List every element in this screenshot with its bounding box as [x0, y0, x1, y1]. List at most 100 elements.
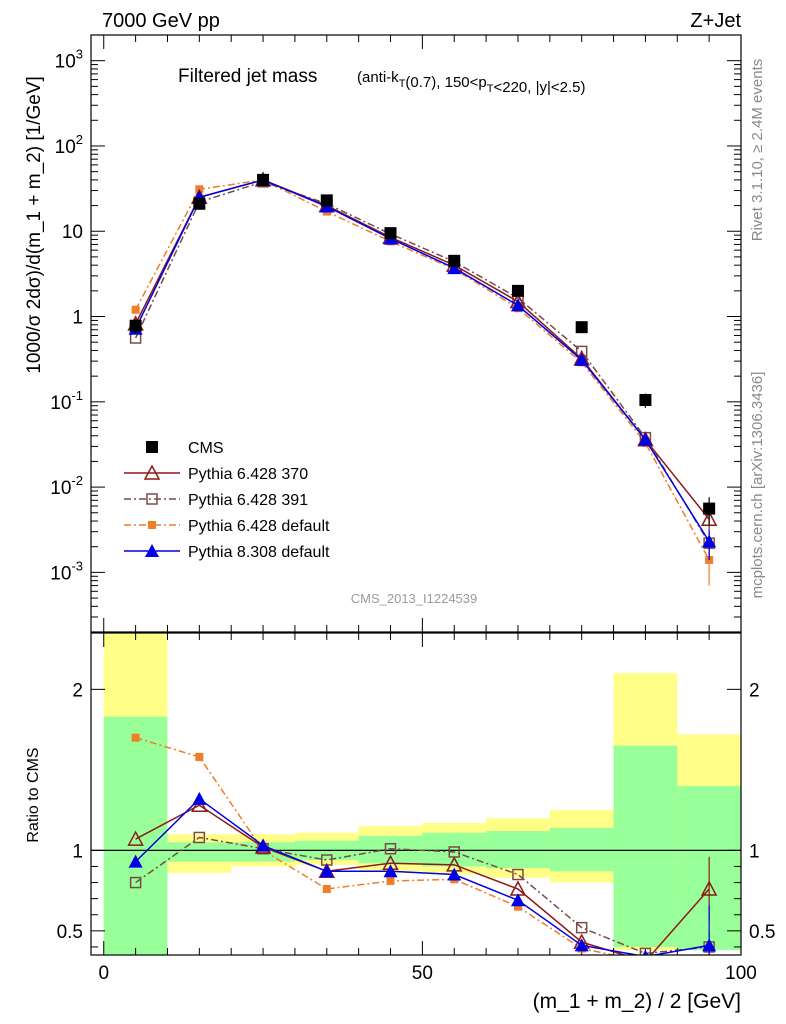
legend-entry: Pythia 6.428 391 [124, 492, 308, 509]
x-axis-label: (m_1 + m_2) / 2 [GeV] [533, 990, 741, 1013]
ratio-series-pythia-8-308-default [128, 791, 717, 955]
data-point [129, 319, 142, 332]
ratio-point [510, 893, 525, 907]
main-axes: 10-3 10-2 10-1 1 10 102 103 [50, 34, 742, 633]
legend-entry: Pythia 6.428 default [124, 518, 330, 535]
rivet-side-label: Rivet 3.1.10, ≥ 2.4M events [749, 59, 766, 242]
data-uncertainty-band-green [103, 716, 168, 955]
data-point [575, 321, 588, 334]
legend-entry: Pythia 6.428 370 [124, 464, 308, 483]
legend-marker [145, 544, 159, 557]
ratio-point [195, 752, 204, 761]
data-point [639, 394, 652, 407]
data-point [257, 173, 270, 186]
ratio-line [135, 836, 710, 955]
ratio-point [644, 952, 647, 955]
y-tick-label: 10 [62, 222, 83, 243]
x-tick-label: 50 [412, 963, 433, 984]
series-line [134, 179, 710, 542]
legend-label: Pythia 6.428 391 [188, 492, 308, 509]
ratio-series-group [127, 733, 718, 975]
ratio-point [512, 868, 524, 881]
ratio-point [386, 876, 395, 885]
y-tick-label: 102 [55, 132, 83, 158]
data-point [384, 227, 397, 240]
data-point [702, 534, 717, 548]
chart-title: Filtered jet mass [178, 66, 317, 87]
data-point [447, 261, 462, 275]
ratio-frame [90, 632, 742, 956]
ratio-point [702, 938, 717, 952]
data-uncertainty-band-green [549, 827, 614, 872]
legend-marker [146, 493, 158, 505]
ratio-point [131, 733, 140, 742]
legend: CMS Pythia 6.428 370 Pythia 6.428 391 Pythi… [124, 440, 330, 561]
ratio-line [135, 797, 710, 955]
ratio-point [574, 938, 589, 952]
energy-label: 7000 GeV pp [102, 10, 220, 32]
ratio-point [384, 842, 397, 855]
ratio-y-tick-label-right: 1 [749, 841, 760, 862]
data-uncertainty-band-green [486, 831, 550, 869]
process-label: Z+Jet [690, 10, 741, 32]
ratio-point [447, 867, 462, 881]
main-frame [90, 34, 742, 633]
data-uncertainty-band-green [422, 832, 487, 867]
series-cms [129, 173, 716, 525]
ratio-line [135, 804, 710, 955]
data-point [448, 254, 461, 267]
x-tick-label: 0 [98, 963, 109, 984]
y-tick-label: 10-1 [50, 388, 83, 414]
ratio-point [575, 921, 588, 934]
y-tick-label: 10-2 [50, 473, 83, 499]
legend-entry: Pythia 8.308 default [124, 544, 330, 561]
ratio-point [513, 902, 522, 911]
legend-entry: CMS [146, 440, 224, 457]
ratio-panel: 0.5 0.5 1 1 2 2 0 50 100 Ratio to CMS (m_1 + m_2… [25, 632, 775, 1013]
ratio-point [705, 967, 713, 975]
ratio-y-tick-label: 0.5 [57, 922, 83, 943]
data-point [638, 432, 653, 446]
chart-subtitle: (anti-kT(0.7), 150<pT<220, |y|<2.5) [357, 69, 586, 96]
legend-label: CMS [188, 440, 224, 457]
y-tick-label: 103 [55, 47, 83, 73]
analysis-watermark: CMS_2013_I1224539 [351, 591, 478, 606]
mcplots-side-label: mcplots.cern.ch [arXiv:1306.3436] [749, 372, 766, 599]
ratio-y-tick-label-right: 2 [749, 680, 760, 701]
ratio-y-tick-label: 1 [72, 841, 83, 862]
ratio-y-tick-label: 2 [72, 680, 83, 701]
ratio-point [639, 947, 652, 955]
ratio-point [128, 854, 143, 868]
main-series-group [127, 171, 718, 586]
legend-marker [148, 521, 156, 529]
data-uncertainty-band-green [358, 835, 423, 864]
ratio-point [322, 884, 331, 893]
ratio-point [642, 949, 649, 955]
data-point [511, 284, 524, 297]
ratio-point [127, 830, 144, 846]
data-point [131, 305, 140, 314]
ratio-point [319, 864, 334, 878]
ratio-point [641, 957, 649, 965]
y-tick-label: 10-3 [50, 558, 83, 584]
legend-label: Pythia 8.308 default [188, 544, 330, 561]
ratio-point [700, 880, 718, 896]
ratio-line [135, 736, 618, 955]
data-point [574, 352, 589, 366]
y-tick-label: 1 [72, 308, 83, 329]
ratio-point [129, 876, 142, 889]
ratio-y-tick-label-right: 0.5 [749, 922, 775, 943]
legend-label: Pythia 6.428 370 [188, 466, 308, 483]
data-uncertainty-band-green [167, 842, 232, 862]
legend-label: Pythia 6.428 default [188, 518, 330, 535]
series-line [134, 179, 710, 561]
data-point [193, 197, 206, 210]
legend-marker [146, 441, 158, 453]
legend-marker [143, 464, 161, 480]
data-point [320, 194, 333, 207]
data-point [510, 298, 525, 312]
ratio-axes: 0.5 0.5 1 1 2 2 0 50 100 [57, 633, 775, 984]
series-line [134, 181, 710, 544]
ratio-point [383, 864, 398, 878]
